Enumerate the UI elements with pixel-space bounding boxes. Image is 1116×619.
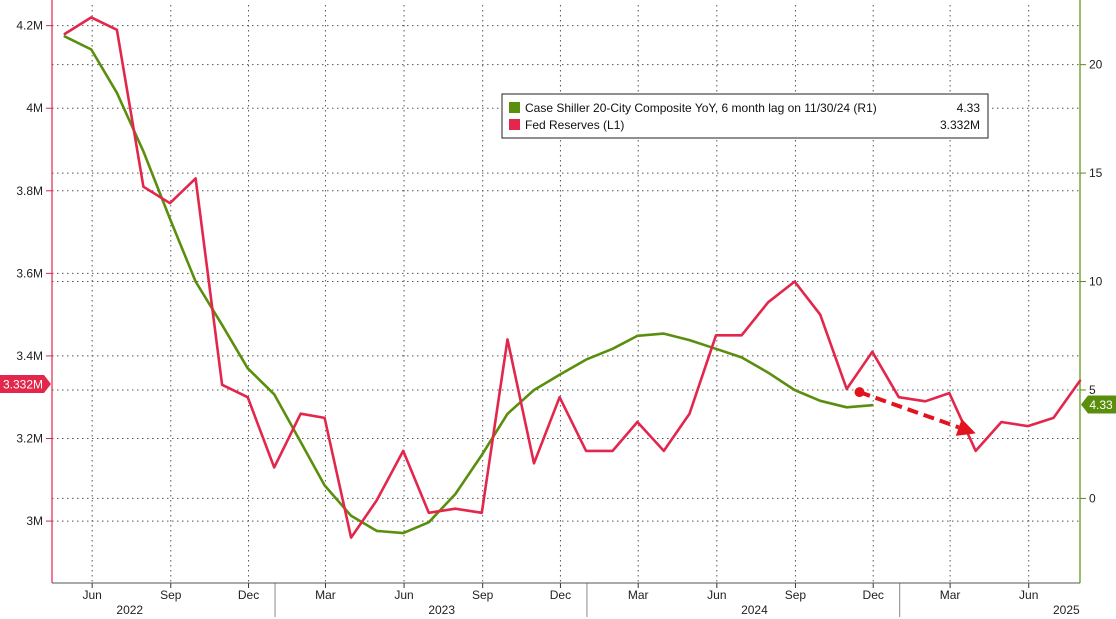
x-axis-tick-label: Jun <box>394 588 413 602</box>
legend-swatch-case-shiller <box>509 102 520 113</box>
series-lines <box>63 16 1082 539</box>
annotation-arrowhead <box>955 418 976 436</box>
right-value-tag <box>1081 395 1116 414</box>
x-axis-tick-label: Sep <box>160 588 182 602</box>
x-axis-year-label: 2025 <box>1053 603 1080 617</box>
right-value-tag-label: 4.33 <box>1089 398 1113 412</box>
left-axis-tick-label: 3.8M <box>16 184 43 198</box>
legend-label-fed-reserves: Fed Reserves (L1) <box>525 118 624 132</box>
x-axis-tick-label: Dec <box>550 588 571 602</box>
legend: Case Shiller 20-City Composite YoY, 6 mo… <box>501 93 989 139</box>
trend-annotation <box>854 387 976 436</box>
x-axis-tick-label: Sep <box>785 588 807 602</box>
legend-label-case-shiller: Case Shiller 20-City Composite YoY, 6 mo… <box>525 101 877 115</box>
x-axis-tick-label: Dec <box>238 588 259 602</box>
left-axis-tick-label: 3.6M <box>16 266 43 280</box>
x-axis-tick-label: Jun <box>1019 588 1038 602</box>
x-axis-tick-label: Jun <box>82 588 101 602</box>
x-axis-year-label: 2023 <box>428 603 455 617</box>
annotation-dashed-line <box>858 390 960 430</box>
right-axis-tick-label: 10 <box>1089 275 1103 289</box>
left-axis-tick-label: 3.2M <box>16 432 43 446</box>
right-axis-tick-label: 0 <box>1089 491 1096 505</box>
legend-swatch-fed-reserves <box>509 119 520 130</box>
axes: 3M 3.2M 3.4M 3.6M 3.8M 4M 4.2M 0 5 10 15 20 Jun Sep De… <box>16 0 1103 617</box>
left-axis-tick-label: 4M <box>26 101 43 115</box>
x-axis-tick-label: Dec <box>863 588 884 602</box>
left-value-tag-label: 3.332M <box>3 378 43 392</box>
case-shiller-line <box>63 35 874 535</box>
gridlines <box>52 5 1080 583</box>
right-axis-tick-label: 20 <box>1089 58 1103 72</box>
left-value-tag <box>0 375 51 394</box>
left-axis-tick-label: 3M <box>26 514 43 528</box>
right-axis-tick-label: 15 <box>1089 166 1103 180</box>
x-axis-tick-label: Sep <box>472 588 494 602</box>
left-axis-tick-label: 4.2M <box>16 19 43 33</box>
legend-box <box>501 93 989 139</box>
x-axis-tick-label: Jun <box>707 588 726 602</box>
x-axis-tick-label: Mar <box>940 588 961 602</box>
legend-value-fed-reserves: 3.332M <box>940 118 980 132</box>
fed-reserves-line <box>63 16 1082 539</box>
axis-value-tags: 3.332M 4.33 <box>0 375 1116 414</box>
right-axis-tick-label: 5 <box>1089 383 1096 397</box>
left-axis-tick-label: 3.4M <box>16 349 43 363</box>
legend-value-case-shiller: 4.33 <box>957 101 981 115</box>
x-axis-tick-label: Mar <box>315 588 336 602</box>
x-axis-year-label: 2022 <box>116 603 143 617</box>
x-axis-year-label: 2024 <box>741 603 768 617</box>
x-axis-tick-label: Mar <box>628 588 649 602</box>
